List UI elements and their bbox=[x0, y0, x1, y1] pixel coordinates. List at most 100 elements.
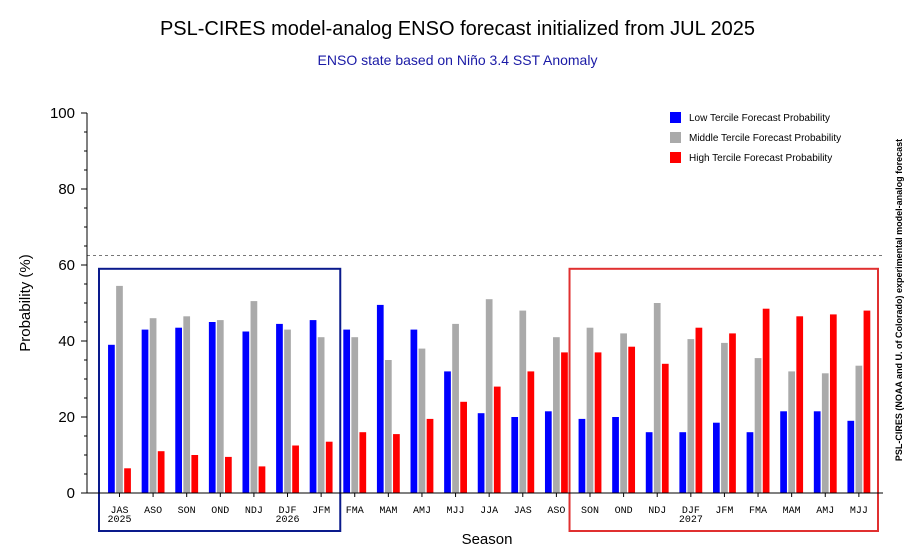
x-tick-label: DJF bbox=[682, 506, 700, 517]
bar-high bbox=[258, 466, 266, 493]
bar-middle bbox=[519, 310, 527, 493]
x-tick-year-label: 2026 bbox=[276, 515, 300, 526]
bar-high bbox=[695, 327, 703, 493]
bar-middle bbox=[620, 333, 627, 493]
x-tick-label: ASO bbox=[547, 506, 565, 517]
bar-middle bbox=[317, 337, 325, 493]
bar-middle bbox=[721, 342, 728, 493]
y-tick-label: 20 bbox=[58, 409, 75, 426]
bar-high bbox=[325, 441, 333, 493]
bar-high bbox=[594, 352, 602, 493]
bar-middle bbox=[284, 329, 291, 493]
x-tick-label: OND bbox=[615, 506, 633, 517]
y-tick-label: 100 bbox=[50, 105, 75, 122]
highlight-box bbox=[568, 267, 879, 532]
bar-high bbox=[661, 363, 669, 493]
x-tick-label: SON bbox=[178, 506, 196, 517]
bar-middle bbox=[351, 337, 359, 493]
bar-middle bbox=[821, 373, 829, 493]
y-tick-label: 80 bbox=[58, 181, 75, 198]
x-tick-label: OND bbox=[211, 506, 229, 517]
bar-high bbox=[426, 418, 434, 493]
bar-low bbox=[276, 323, 283, 493]
x-tick-label: MJJ bbox=[850, 506, 868, 517]
bar-high bbox=[359, 432, 367, 493]
bar-middle bbox=[788, 371, 796, 493]
x-tick-label: FMA bbox=[346, 506, 364, 517]
bar-high bbox=[191, 455, 199, 493]
legend-label: Low Tercile Forecast Probability bbox=[689, 113, 830, 124]
x-tick-label: JAS bbox=[514, 506, 532, 517]
bar-middle bbox=[149, 318, 157, 493]
bar-high bbox=[292, 445, 299, 493]
bar-high bbox=[729, 333, 736, 493]
bar-high bbox=[863, 310, 871, 493]
bar-low bbox=[713, 422, 720, 493]
x-tick-label: DJF bbox=[279, 506, 297, 517]
bar-low bbox=[612, 417, 619, 493]
bar-high bbox=[393, 434, 400, 493]
bar-middle bbox=[485, 299, 493, 493]
bar-middle bbox=[754, 358, 762, 493]
bar-middle bbox=[855, 365, 863, 493]
bar-high bbox=[225, 456, 232, 493]
bar-low bbox=[746, 432, 754, 493]
bar-low bbox=[578, 418, 586, 493]
bar-middle bbox=[418, 348, 426, 493]
legend-swatch bbox=[670, 112, 681, 123]
bar-low bbox=[511, 417, 519, 493]
bar-low bbox=[242, 331, 250, 493]
x-tick-label: ASO bbox=[144, 506, 162, 517]
x-tick-label: MJJ bbox=[447, 506, 465, 517]
bar-middle bbox=[183, 316, 191, 493]
x-tick-label: JJA bbox=[480, 506, 498, 517]
bar-low bbox=[544, 411, 552, 493]
legend-swatch bbox=[670, 132, 681, 143]
x-tick-label: JAS bbox=[110, 506, 128, 517]
bar-middle bbox=[687, 339, 695, 493]
y-tick-label: 40 bbox=[58, 333, 75, 350]
bar-low bbox=[780, 411, 787, 493]
bar-middle bbox=[452, 323, 459, 493]
x-tick-year-label: 2025 bbox=[107, 515, 131, 526]
bar-low bbox=[309, 320, 317, 493]
bar-middle bbox=[216, 320, 224, 493]
bar-middle bbox=[384, 360, 392, 493]
bar-low bbox=[410, 329, 418, 493]
chart-subtitle: ENSO state based on Niño 3.4 SST Anomaly bbox=[317, 52, 598, 68]
x-tick-label: AMJ bbox=[816, 506, 834, 517]
bar-middle bbox=[250, 301, 258, 493]
legend-swatch bbox=[670, 152, 681, 163]
bar-low bbox=[444, 371, 451, 493]
y-tick-label: 60 bbox=[58, 257, 75, 274]
bar-low bbox=[141, 329, 149, 493]
bar-high bbox=[829, 314, 837, 493]
bar-low bbox=[847, 420, 855, 493]
bar-low bbox=[813, 411, 821, 493]
bar-middle bbox=[586, 327, 594, 493]
x-tick-label: AMJ bbox=[413, 506, 431, 517]
bar-high bbox=[628, 346, 636, 493]
chart-title: PSL-CIRES model-analog ENSO forecast ini… bbox=[159, 18, 756, 40]
bar-middle bbox=[553, 337, 560, 493]
bar-middle bbox=[653, 303, 661, 493]
bar-low bbox=[679, 432, 687, 493]
x-tick-year-label: 2027 bbox=[679, 515, 703, 526]
bar-low bbox=[343, 329, 351, 493]
highlight-box bbox=[98, 267, 342, 532]
bar-low bbox=[108, 344, 115, 493]
bar-high bbox=[460, 401, 467, 493]
bar-high bbox=[561, 352, 568, 493]
bar-low bbox=[175, 327, 182, 493]
bar-middle bbox=[116, 285, 123, 493]
bar-high bbox=[493, 386, 501, 493]
x-tick-label: NDJ bbox=[648, 506, 666, 517]
bar-high bbox=[157, 451, 165, 493]
bar-high bbox=[527, 371, 535, 493]
bar-high bbox=[124, 468, 131, 493]
x-tick-label: FMA bbox=[749, 506, 767, 517]
x-tick-label: SON bbox=[581, 506, 599, 517]
bar-low bbox=[208, 322, 216, 493]
x-tick-label: NDJ bbox=[245, 506, 263, 517]
